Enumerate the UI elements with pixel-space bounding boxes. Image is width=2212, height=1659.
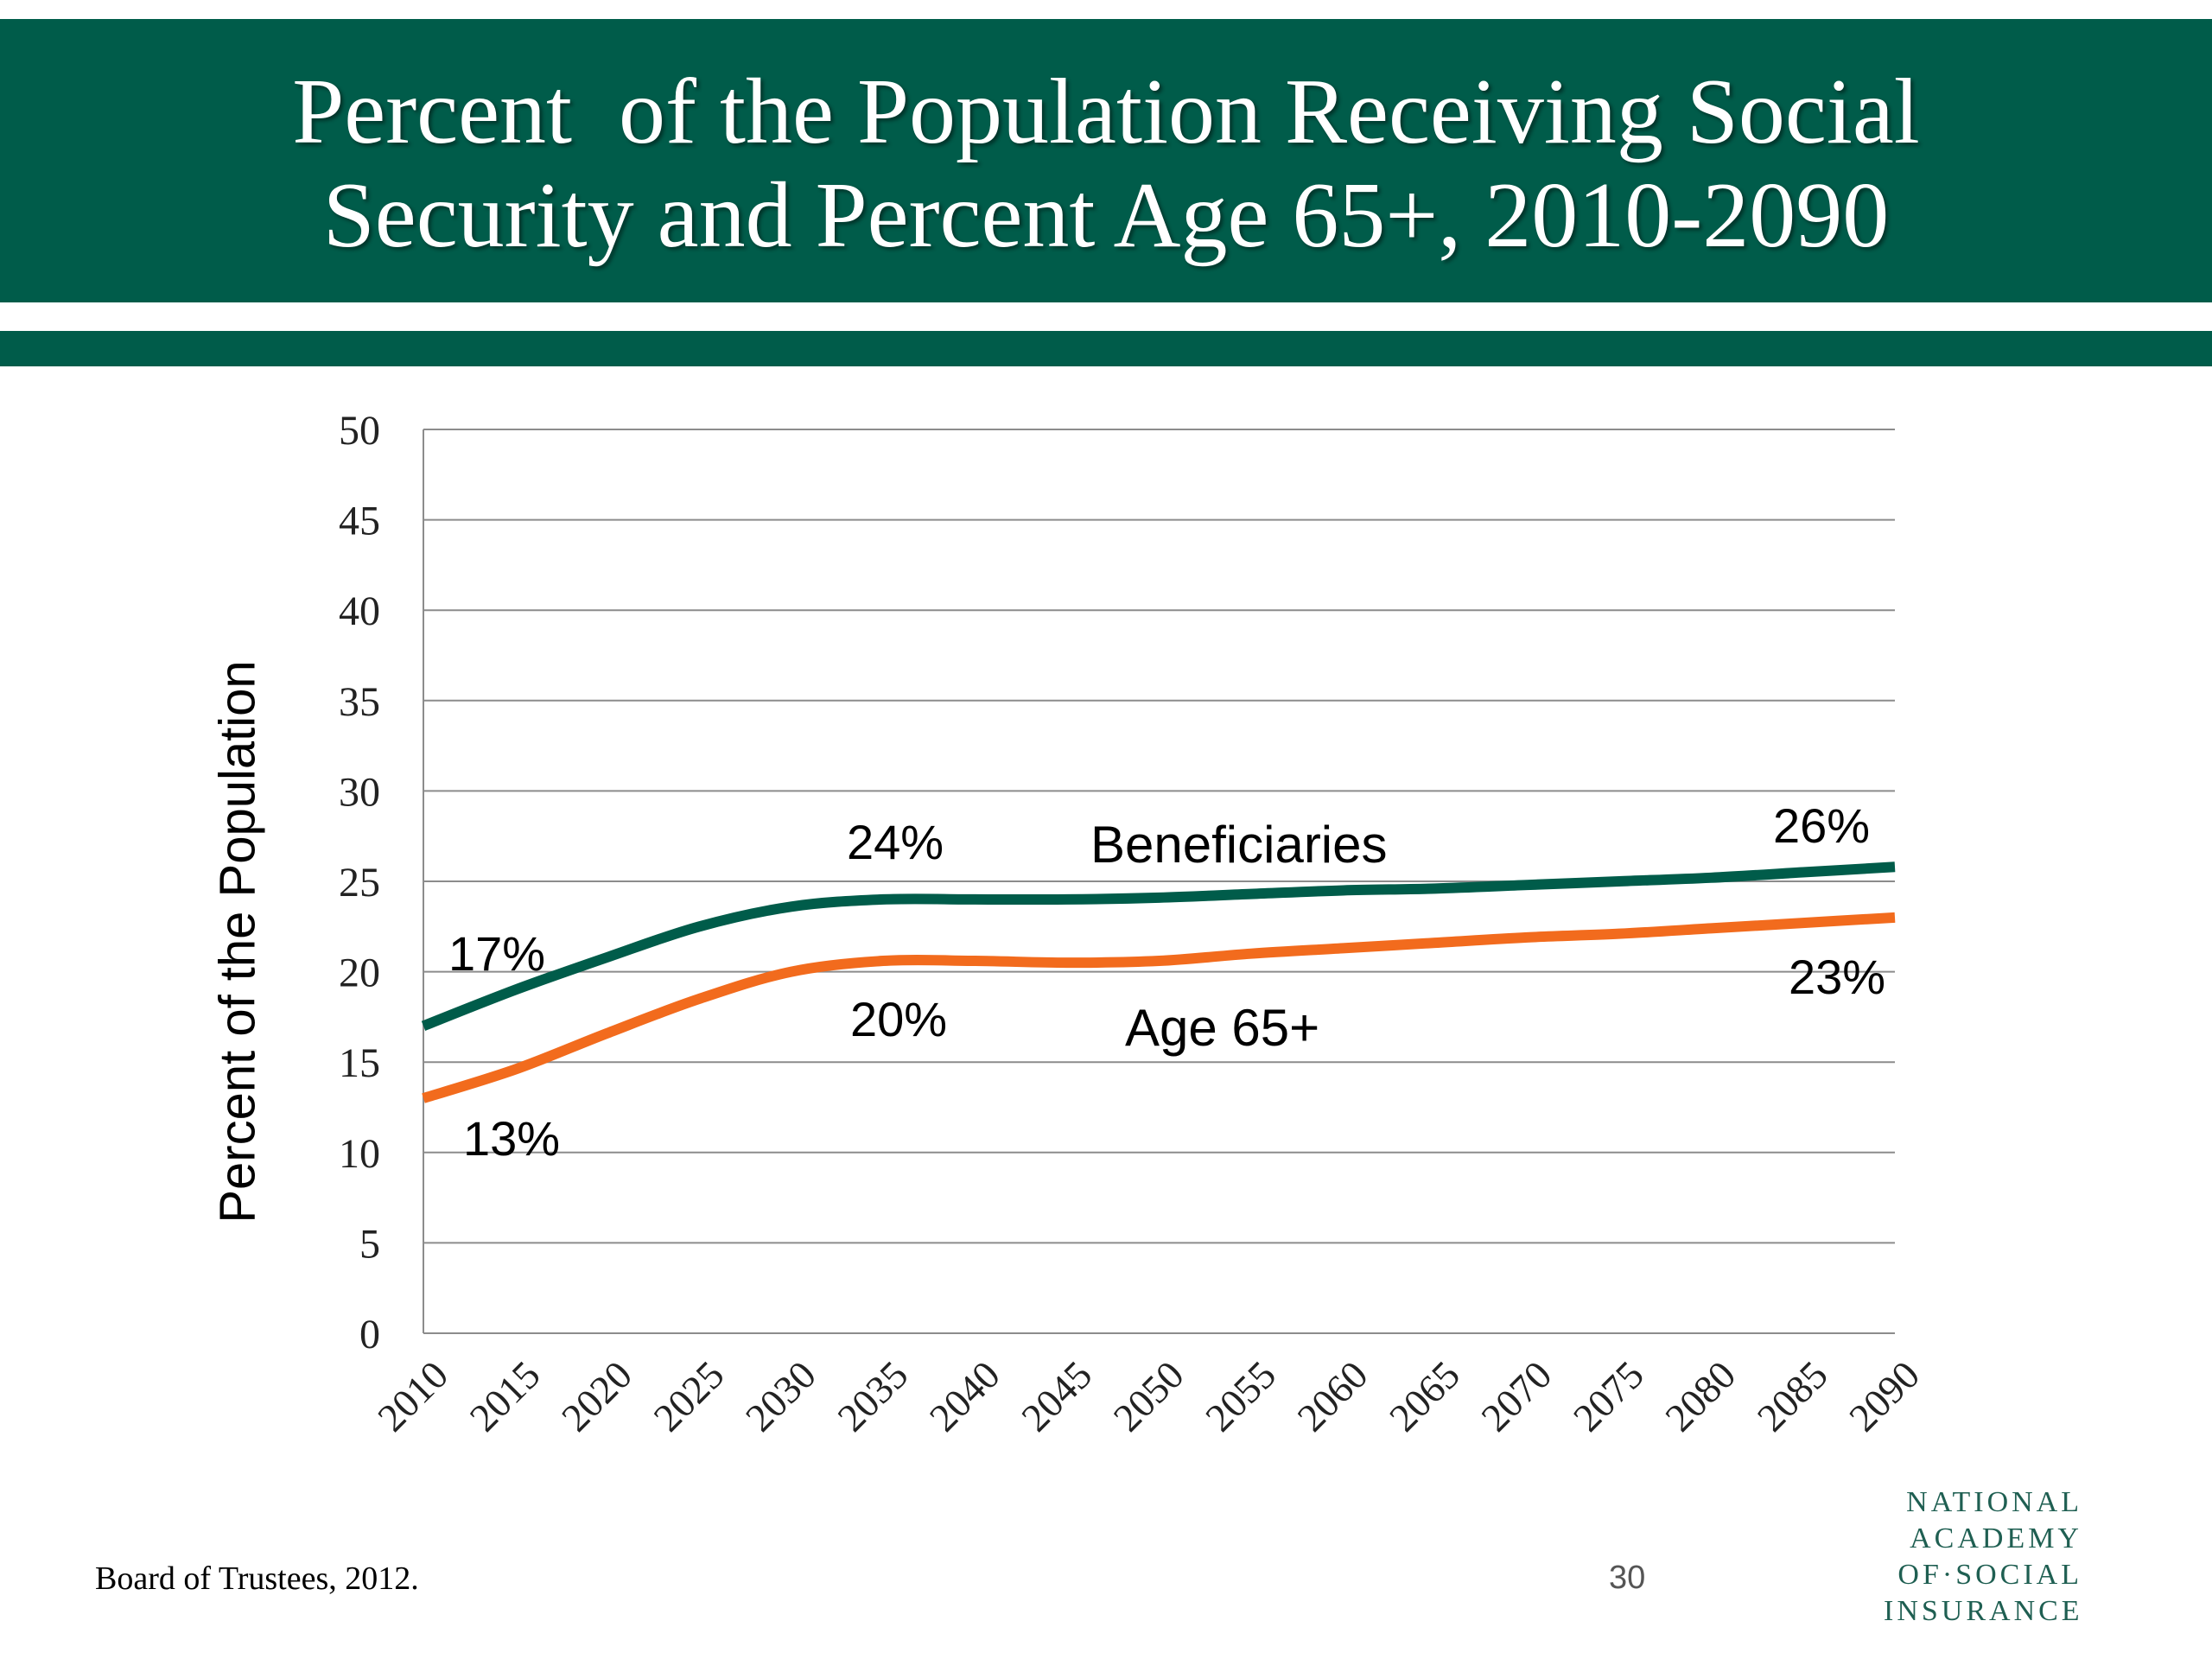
y-tick-label: 45 — [339, 499, 380, 544]
x-tick-label: 2075 — [1565, 1352, 1652, 1440]
y-tick-label: 10 — [339, 1131, 380, 1177]
y-tick-label: 50 — [339, 408, 380, 454]
x-tick-label: 2070 — [1472, 1352, 1560, 1440]
y-tick-label: 35 — [339, 679, 380, 725]
y-tick-label: 40 — [339, 588, 380, 634]
logo-line: INSURANCE — [1884, 1595, 2083, 1627]
source-note: Board of Trustees, 2012. — [95, 1560, 419, 1597]
x-tick-label: 2065 — [1381, 1352, 1468, 1440]
y-tick-label: 20 — [339, 950, 380, 996]
y-axis-label: Percent of the Population — [209, 660, 266, 1224]
x-tick-label: 2080 — [1656, 1352, 1744, 1440]
logo-line: OF·SOCIAL — [1897, 1559, 2082, 1591]
series-line-0 — [421, 861, 1896, 1031]
y-tick-label: 30 — [339, 769, 380, 815]
x-tick-label: 2060 — [1289, 1352, 1376, 1440]
y-tick-label: 0 — [359, 1312, 380, 1357]
title-line-1: Percent of the Population Receiving Soci… — [292, 60, 1920, 163]
slide-title: Percent of the Population Receiving Soci… — [0, 60, 2212, 268]
x-tick-label: 2025 — [645, 1352, 732, 1440]
x-tick-label: 2015 — [461, 1352, 549, 1440]
y-tick-label: 5 — [359, 1221, 380, 1267]
x-tick-label: 2045 — [1013, 1352, 1100, 1440]
x-tick-label: 2055 — [1197, 1352, 1284, 1440]
x-tick-label: 2030 — [737, 1352, 824, 1440]
data-label: 24% — [847, 815, 944, 869]
x-tick-label: 2035 — [829, 1352, 916, 1440]
data-label: 26% — [1773, 798, 1870, 853]
x-tick-label: 2020 — [553, 1352, 640, 1440]
series-label: Age 65+ — [1125, 999, 1319, 1057]
logo-line: ACADEMY — [1910, 1522, 2082, 1554]
page-number: 30 — [1609, 1560, 1646, 1596]
y-tick-label: 25 — [339, 860, 380, 906]
series-line-1 — [422, 912, 1896, 1103]
x-tick-label: 2040 — [921, 1352, 1008, 1440]
x-tick-label: 2090 — [1840, 1352, 1928, 1440]
title-line-2: Security and Percent Age 65+, 2010-2090 — [322, 164, 1890, 267]
title-band — [0, 19, 2212, 302]
data-label: 20% — [850, 992, 947, 1046]
logo-line: NATIONAL — [1906, 1486, 2082, 1518]
series-label: Beneficiaries — [1090, 816, 1388, 874]
y-tick-label: 15 — [339, 1040, 380, 1086]
data-label: 17% — [448, 926, 545, 981]
data-label: 13% — [463, 1111, 560, 1166]
x-tick-label: 2085 — [1749, 1352, 1836, 1440]
nasi-logo: NATIONAL ACADEMY OF·SOCIAL INSURANCE — [1884, 1484, 2082, 1630]
data-label: 23% — [1789, 950, 1885, 1004]
x-tick-label: 2050 — [1105, 1352, 1192, 1440]
title-underline-band — [0, 331, 2212, 366]
x-tick-label: 2010 — [369, 1352, 456, 1440]
